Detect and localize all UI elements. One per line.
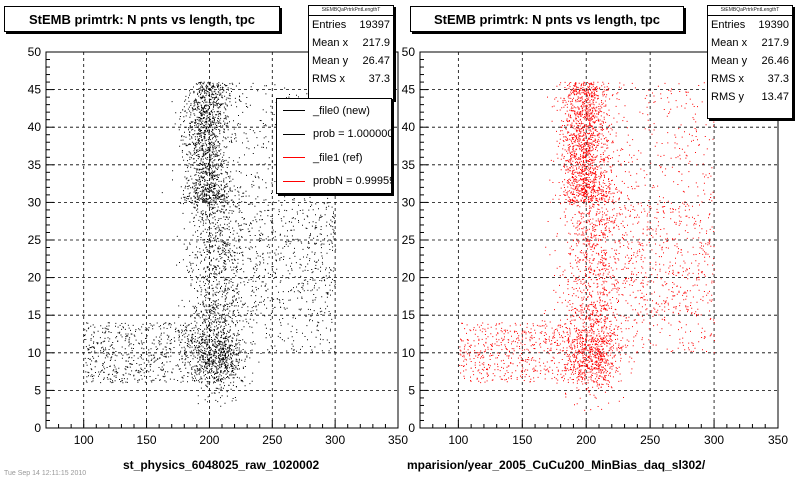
y-tick-label-1-5: 25 <box>402 233 416 247</box>
y-tick-label-1-2: 10 <box>402 346 416 360</box>
legend-entry-probn: probN = 0.999599 <box>277 170 391 194</box>
y-tick-label-0-7: 35 <box>28 158 42 172</box>
x-tick-label-0-2: 200 <box>199 433 219 447</box>
x-tick-label-1-5: 350 <box>768 433 788 447</box>
y-tick-label-1-4: 20 <box>402 271 416 285</box>
y-tick-label-0-10: 50 <box>28 45 42 59</box>
y-tick-label-1-10: 50 <box>402 45 416 59</box>
right-stats-rms-y: RMS y 13.47 <box>711 91 789 103</box>
y-tick-label-0-6: 30 <box>28 195 42 209</box>
x-tick-label-1-0: 100 <box>448 433 468 447</box>
y-tick-label-0-2: 10 <box>28 346 42 360</box>
right-stats-mean-x: Mean x 217.9 <box>711 37 789 49</box>
y-tick-label-0-5: 25 <box>28 233 42 247</box>
y-tick-label-1-7: 35 <box>402 158 416 172</box>
right-chart-title: StEMB primtrk: N pnts vs length, tpc <box>410 6 684 32</box>
y-tick-label-0-1: 5 <box>34 383 41 397</box>
x-tick-label-1-2: 200 <box>576 433 596 447</box>
y-tick-label-0-0: 0 <box>34 421 41 435</box>
y-tick-label-0-4: 20 <box>28 271 42 285</box>
y-tick-label-0-9: 45 <box>28 83 42 97</box>
right-stats-box: StEMBQaPrtrkPntLengthT Entries 19390 Mean… <box>707 5 793 119</box>
x-tick-label-1-3: 250 <box>640 433 660 447</box>
right-x-axis-label: mparision/year_2005_CuCu200_MinBias_daq_… <box>407 458 706 472</box>
left-stats-entries: Entries 19397 <box>312 19 390 31</box>
legend: _file0 (new) prob = 1.000000 _file1 (ref… <box>276 98 392 194</box>
legend-swatch-probn <box>283 180 305 182</box>
x-tick-label-0-3: 250 <box>262 433 282 447</box>
legend-swatch-file0 <box>283 110 305 112</box>
x-tick-label-0-5: 350 <box>388 433 408 447</box>
legend-entry-file0: _file0 (new) <box>277 99 391 123</box>
legend-swatch-prob <box>283 133 305 135</box>
right-stats-header: StEMBQaPrtrkPntLengthT <box>708 6 792 16</box>
right-chart-title-text: StEMB primtrk: N pnts vs length, tpc <box>433 11 661 27</box>
right-stats-entries: Entries 19390 <box>711 19 789 31</box>
x-tick-label-0-1: 150 <box>137 433 157 447</box>
y-tick-label-1-0: 0 <box>408 421 415 435</box>
left-x-axis-label: st_physics_6048025_raw_1020002 <box>123 458 320 472</box>
left-stats-box: StEMBQaPrtrkPntLengthT Entries 19397 Mean… <box>308 5 394 100</box>
x-tick-label-1-1: 150 <box>512 433 532 447</box>
right-stats-mean-y: Mean y 26.46 <box>711 55 789 67</box>
left-stats-rms-x: RMS x 37.3 <box>312 73 390 85</box>
left-chart-title-text: StEMB primtrk: N pnts vs length, tpc <box>28 11 256 27</box>
y-tick-label-1-9: 45 <box>402 83 416 97</box>
scatter-points-0 <box>83 81 337 407</box>
y-tick-label-1-3: 15 <box>402 308 416 322</box>
scatter-points-1 <box>459 81 715 411</box>
x-tick-label-0-0: 100 <box>74 433 94 447</box>
x-tick-label-1-4: 300 <box>704 433 724 447</box>
y-tick-label-1-8: 40 <box>402 120 416 134</box>
x-tick-label-0-4: 300 <box>325 433 345 447</box>
y-tick-label-0-8: 40 <box>28 120 42 134</box>
legend-entry-file1: _file1 (ref) <box>277 146 391 170</box>
footer-timestamp: Tue Sep 14 12:11:15 2010 <box>4 470 87 477</box>
left-stats-mean-x: Mean x 217.9 <box>312 37 390 49</box>
left-stats-header: StEMBQaPrtrkPntLengthT <box>309 6 393 16</box>
right-stats-rms-x: RMS x 37.3 <box>711 73 789 85</box>
left-chart-title: StEMB primtrk: N pnts vs length, tpc <box>4 6 280 32</box>
left-stats-mean-y: Mean y 26.47 <box>312 55 390 67</box>
y-tick-label-1-6: 30 <box>402 195 416 209</box>
y-tick-label-0-3: 15 <box>28 308 42 322</box>
y-tick-label-1-1: 5 <box>408 383 415 397</box>
legend-entry-prob: prob = 1.000000 <box>277 123 391 147</box>
legend-swatch-file1 <box>283 157 305 159</box>
